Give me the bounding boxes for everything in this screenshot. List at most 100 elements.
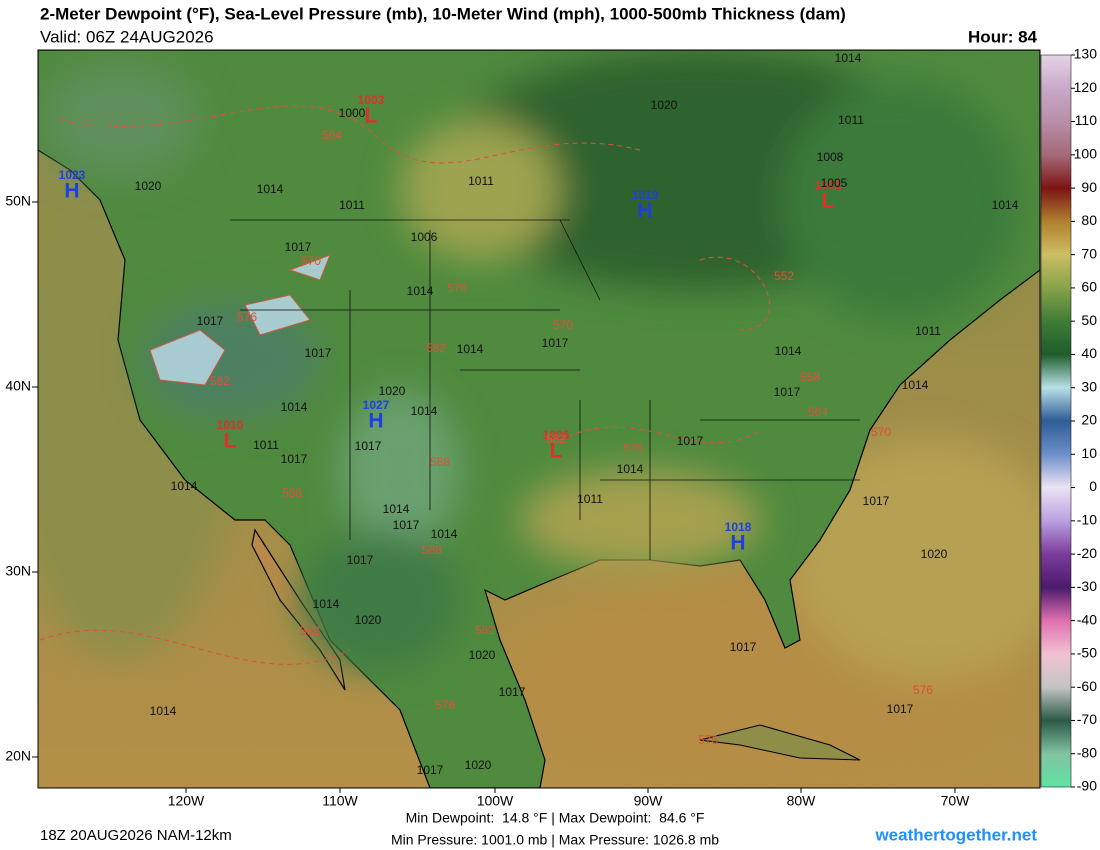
colorbar-label: -80: [1077, 744, 1097, 760]
isobar-label: 1014: [835, 51, 862, 65]
thickness-label: 576: [447, 281, 467, 295]
dry-pocket: [149, 254, 331, 386]
isobar-label: 1011: [339, 198, 365, 212]
title: 2-Meter Dewpoint (°F), Sea-Level Pressur…: [40, 4, 846, 23]
thickness-label: 558: [800, 370, 820, 384]
thickness-label: 570: [301, 254, 321, 268]
lat-label: 30N: [5, 563, 31, 579]
isobar-label: 1014: [411, 404, 438, 418]
colorbar-label: 100: [1074, 146, 1098, 162]
lat-label: 40N: [5, 378, 31, 394]
isobar-label: 1017: [887, 702, 914, 716]
colorbar-label: -10: [1077, 512, 1097, 528]
axis-labels: 50N 40N 30N 20N 120W 110W 100W 90W 80W 70W: [5, 193, 970, 809]
pressure-value: 1001: [815, 178, 842, 192]
colorbar-label: -70: [1077, 711, 1097, 727]
isobar-label: 1020: [465, 758, 492, 772]
pressure-letter: H: [64, 180, 79, 203]
thickness-label: 576: [913, 683, 933, 697]
isobar-label: 1020: [651, 98, 678, 112]
isobar-label: 1017: [677, 434, 704, 448]
colorbar-label: -50: [1077, 645, 1097, 661]
pressure-value: 1023: [59, 168, 86, 182]
thickness-label: 564: [322, 128, 342, 142]
field: [780, 80, 1020, 320]
thickness-label: 588: [282, 486, 302, 500]
isobar-label: 1017: [347, 553, 374, 567]
isobar-label: 1014: [902, 378, 929, 392]
colorbar: 1301201101009080706050403020100-10-20-30…: [1040, 46, 1098, 794]
thickness-label: 582: [546, 432, 566, 446]
isobar-label: 1017: [281, 452, 308, 466]
map-frame: [37, 49, 1041, 789]
field: [300, 530, 460, 670]
isobar-label: 1014: [281, 400, 308, 414]
isobar-label: 1011: [468, 174, 494, 188]
isobar-label: 1020: [379, 384, 406, 398]
thickness-label: 576: [435, 698, 455, 712]
isobar-label: 1000: [339, 106, 366, 120]
isobar-label: 1017: [197, 314, 224, 328]
cuba: [699, 724, 861, 761]
lat-label: 50N: [5, 193, 31, 209]
thickness-label: 582: [210, 374, 230, 388]
isobar-label: 1011: [253, 438, 279, 452]
isobar-label: 1011: [838, 113, 864, 127]
isobar-label: 1017: [730, 640, 757, 654]
colorbar-label: -40: [1077, 611, 1097, 627]
thickness-label: 552: [774, 269, 794, 283]
isobar-label: 1011: [577, 492, 603, 506]
isobar-label: 1014: [617, 462, 644, 476]
colorbar-label: 10: [1081, 445, 1097, 461]
colorbar-label: 80: [1081, 212, 1097, 228]
colorbar-label: -60: [1077, 678, 1097, 694]
isobar-label: 1017: [499, 685, 526, 699]
isobar-label: 1014: [257, 182, 284, 196]
thickness-label: 582: [300, 624, 320, 638]
thickness-label: 582: [426, 341, 446, 355]
colorbar-label: 60: [1081, 279, 1097, 295]
lon-label: 120W: [168, 793, 205, 809]
isobar-label: 1006: [411, 230, 438, 244]
lat-label: 20N: [5, 748, 31, 764]
isobar-label: 1014: [313, 597, 340, 611]
thickness-label: 570: [553, 318, 573, 332]
model-run: 18Z 20AUG2026 NAM-12km: [40, 827, 232, 844]
pressure-letter: L: [224, 430, 237, 453]
isobar-label: 1011: [915, 324, 941, 338]
thickness-label: 570: [871, 425, 891, 439]
isobar-label: 1014: [431, 527, 458, 541]
pressure-letter: L: [822, 190, 835, 213]
colorbar-label: -90: [1077, 778, 1097, 794]
pressure-value: 1010: [217, 418, 244, 432]
pressure-value: 1003: [358, 93, 385, 107]
colorbar-label: 0: [1089, 478, 1097, 494]
isobar-label: 1020: [355, 613, 382, 627]
colorbar-label: 110: [1075, 112, 1098, 128]
isobar-label: 1014: [457, 342, 484, 356]
thickness-label: 588: [422, 543, 442, 557]
thickness-label: 588: [430, 455, 450, 469]
thickness-label: 576: [623, 441, 643, 455]
colorbar-label: 120: [1074, 79, 1098, 95]
colorbar-label: 70: [1081, 245, 1097, 261]
isobar-label: 1017: [285, 240, 312, 254]
pressure-letter: H: [368, 410, 383, 433]
isobar-label: 1017: [542, 336, 569, 350]
isobar-label: 1014: [407, 284, 434, 298]
colorbar-label: -30: [1077, 578, 1097, 594]
isobar-label: 1017: [863, 494, 890, 508]
isobar-label: 1020: [135, 179, 162, 193]
lon-label: 90W: [634, 793, 664, 809]
thickness-label: 576: [237, 310, 257, 324]
isobar-label: 1017: [417, 763, 444, 777]
site-link[interactable]: weathertogether.net: [874, 825, 1037, 844]
isobar-label: 1014: [171, 479, 198, 493]
pressure-letter: L: [365, 105, 378, 128]
pressure-stats: Min Pressure: 1001.0 mb | Max Pressure: …: [391, 832, 719, 848]
lon-label: 80W: [787, 793, 817, 809]
isobar-label: 1017: [393, 518, 420, 532]
